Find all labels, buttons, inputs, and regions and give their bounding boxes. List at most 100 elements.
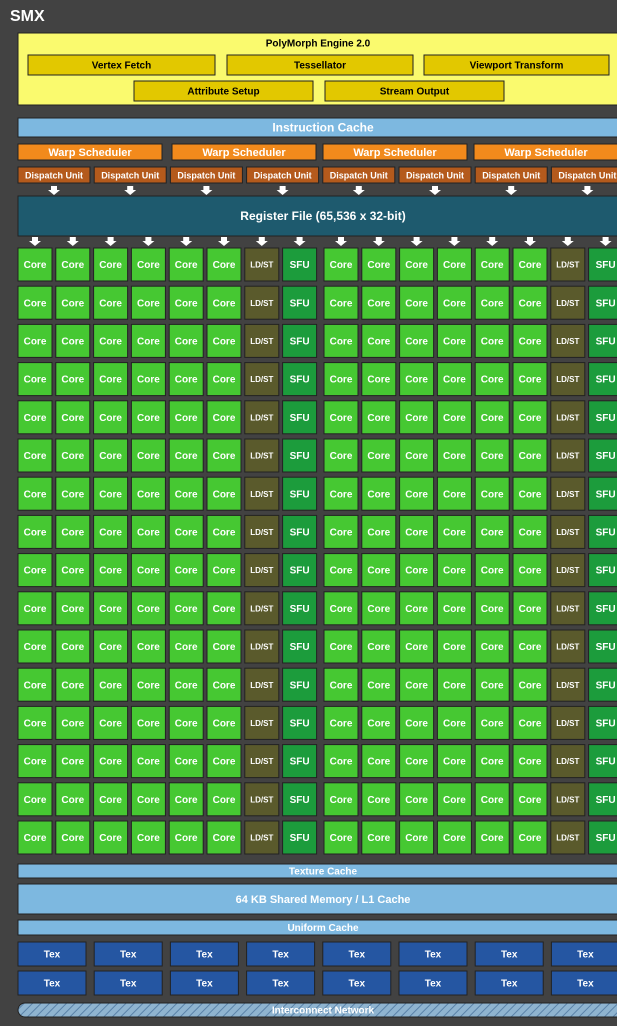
arrow [200,186,213,195]
polymorph-unit-label: Viewport Transform [470,61,564,72]
core-label: Core [443,795,466,806]
core [17,400,53,435]
arrow [372,237,385,246]
tex-unit [474,970,544,996]
sfu-label: SFU [290,451,310,462]
core [206,285,242,320]
sfu [588,744,617,779]
core-label: Core [175,719,198,730]
ld-st-label: LD/ST [250,261,273,270]
core-label: Core [99,719,122,730]
core-label: Core [367,566,390,577]
core [512,667,548,702]
core-label: Core [137,719,160,730]
core-label: Core [519,528,542,539]
sfu [588,323,617,358]
sfu [282,362,318,397]
core-label: Core [24,757,47,768]
tex-unit-label: Tex [272,979,289,990]
core-label: Core [367,604,390,615]
polymorph-unit [27,54,216,76]
core-label: Core [519,413,542,424]
core-label: Core [443,489,466,500]
core-label: Core [213,413,236,424]
core [17,591,53,626]
core [436,591,472,626]
core-label: Core [61,795,84,806]
core-label: Core [61,642,84,653]
tex-unit-label: Tex [120,950,137,961]
ld-st-label: LD/ST [250,490,273,499]
core-label: Core [213,337,236,348]
core [323,285,359,320]
core-label: Core [175,413,198,424]
core-label: Core [443,719,466,730]
core [17,782,53,817]
core-label: Core [175,795,198,806]
core-label: Core [330,489,353,500]
core-label: Core [481,260,504,271]
core-label: Core [330,795,353,806]
core [93,705,129,740]
core [168,667,204,702]
core-label: Core [405,757,428,768]
core-label: Core [367,680,390,691]
core [474,820,510,855]
core [168,362,204,397]
core [55,629,91,664]
arrow [561,237,574,246]
sfu [588,705,617,740]
core [55,400,91,435]
core-label: Core [443,298,466,309]
core [93,553,129,588]
ld-st [550,323,586,358]
core [55,782,91,817]
arrow [581,186,594,195]
sfu [588,667,617,702]
ld-st [550,705,586,740]
core [206,400,242,435]
tex-unit-label: Tex [349,950,366,961]
core [55,744,91,779]
ld-st-label: LD/ST [556,413,579,422]
core-label: Core [99,298,122,309]
core-label: Core [443,528,466,539]
core [55,591,91,626]
core-label: Core [24,337,47,348]
core-label: Core [137,337,160,348]
core-label: Core [213,757,236,768]
dispatch-unit-label: Dispatch Unit [406,170,464,180]
ld-st-label: LD/ST [250,375,273,384]
core-label: Core [24,260,47,271]
core [93,438,129,473]
core [206,782,242,817]
core [361,514,397,549]
tex-unit-label: Tex [425,979,442,990]
core [399,667,435,702]
polymorph-unit-label: Tessellator [294,61,346,72]
sfu [282,285,318,320]
core-label: Core [481,795,504,806]
core-label: Core [519,833,542,844]
dispatch-unit [550,166,617,184]
arrow [180,237,193,246]
core [436,476,472,511]
arrow [486,237,499,246]
core-label: Core [99,260,122,271]
core [474,705,510,740]
sfu [282,667,318,702]
core-label: Core [519,680,542,691]
core-label: Core [330,413,353,424]
core-label: Core [175,757,198,768]
sfu-label: SFU [596,604,616,615]
core-label: Core [61,337,84,348]
core-label: Core [175,298,198,309]
core [436,782,472,817]
core [55,323,91,358]
ld-st-label: LD/ST [556,795,579,804]
core [93,362,129,397]
core [93,820,129,855]
core-label: Core [481,413,504,424]
core [512,476,548,511]
core-label: Core [61,604,84,615]
